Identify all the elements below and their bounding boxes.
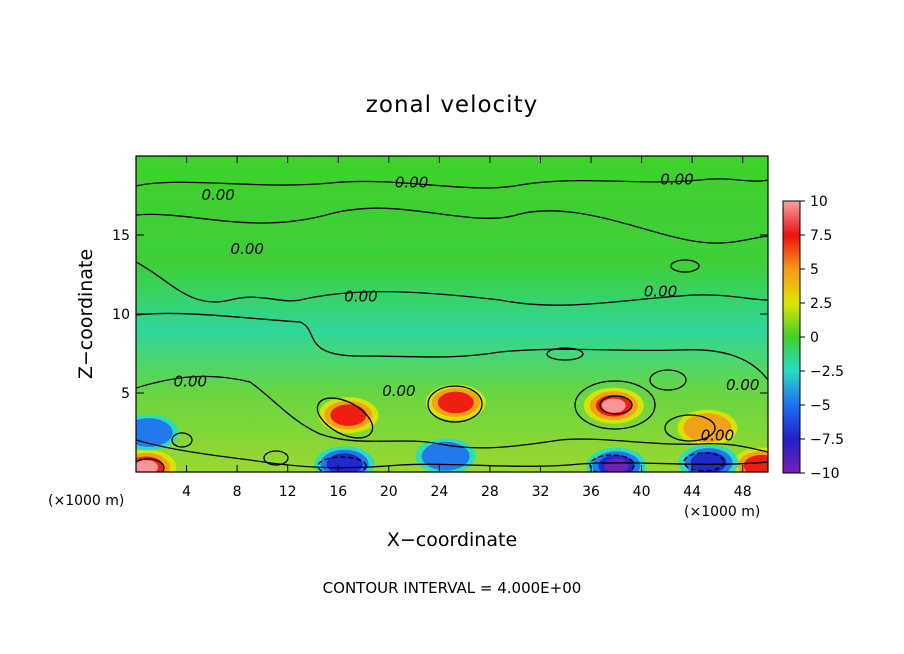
x-tick-label: 32 xyxy=(532,484,550,500)
contour-line xyxy=(136,312,768,381)
contour-label: 0.00 xyxy=(382,382,415,400)
x-tick-label: 20 xyxy=(380,484,398,500)
y-axis: 5 10 15 xyxy=(112,228,768,402)
contour-label: 0.00 xyxy=(344,287,377,305)
contour-label: 0.00 xyxy=(726,376,759,394)
contour-interval-footnote: CONTOUR INTERVAL = 4.000E+00 xyxy=(323,579,582,597)
x-tick-label: 36 xyxy=(582,484,600,500)
field-blob xyxy=(683,413,732,443)
field-blob xyxy=(421,441,470,471)
field-blob xyxy=(136,418,173,447)
field-layer xyxy=(136,384,768,472)
colorbar-gradient xyxy=(782,200,801,474)
x-tick-label: 4 xyxy=(182,484,191,500)
contour-label: 0.00 xyxy=(174,373,207,391)
contour-line xyxy=(664,414,716,442)
contour-line xyxy=(670,259,700,273)
field-blob xyxy=(437,391,474,414)
y-tick-label: 15 xyxy=(112,228,130,244)
colorbar-tick-label: −10 xyxy=(810,466,840,482)
field-blob xyxy=(604,458,629,472)
x-tick-label: 24 xyxy=(430,484,448,500)
field-blob xyxy=(330,404,367,426)
contour-line xyxy=(649,369,687,391)
x-tick-label: 44 xyxy=(683,484,701,500)
contour-lines xyxy=(136,178,768,472)
contour-line xyxy=(171,432,193,448)
x-unit-label-left: (×1000 m) xyxy=(48,493,124,509)
colorbar-tick-label: −2.5 xyxy=(810,364,844,380)
y-tick-label: 5 xyxy=(121,386,130,402)
y-axis-title: Z−coordinate xyxy=(75,249,97,379)
field-blob xyxy=(743,454,768,472)
contour-label: 0.00 xyxy=(660,170,693,188)
colorbar-tick-label: −7.5 xyxy=(810,432,844,448)
contour-line xyxy=(316,397,374,439)
contour-line xyxy=(599,395,633,415)
colorbar: 10 7.5 5 2.5 0 −2.5 −5 −7.5 −10 xyxy=(782,194,844,482)
contour-line xyxy=(574,380,656,430)
colorbar-tick-label: −5 xyxy=(810,398,831,414)
y-tick-label: 10 xyxy=(112,307,130,323)
contour-line xyxy=(263,450,289,466)
contour-line xyxy=(136,207,768,244)
contour-line xyxy=(317,456,367,472)
colorbar-tick-label: 5 xyxy=(810,262,819,278)
plot-area: 0.00 0.00 0.00 0.00 0.00 0.00 0.00 0.00 0.00 0.00 xyxy=(136,156,768,472)
field-blob xyxy=(136,460,159,472)
contour-line xyxy=(136,458,165,472)
contour-line xyxy=(427,385,483,423)
field-blob xyxy=(690,451,727,472)
contour-label: 0.00 xyxy=(644,283,677,301)
x-tick-label: 48 xyxy=(734,484,752,500)
contour-line xyxy=(136,261,768,306)
colorbar-tick-label: 0 xyxy=(810,330,819,346)
contour-labels: 0.00 0.00 0.00 0.00 0.00 0.00 0.00 0.00 0.00 0.00 xyxy=(174,170,760,444)
x-tick-label: 28 xyxy=(481,484,499,500)
contour-line xyxy=(136,439,768,469)
x-axis: 4 8 12 16 20 24 28 32 36 40 44 48 xyxy=(182,156,752,500)
contour-line xyxy=(136,375,768,453)
chart-title: zonal velocity xyxy=(366,92,538,118)
contour-line xyxy=(136,178,768,189)
contour-line xyxy=(683,452,725,472)
x-unit-label-right: (×1000 m) xyxy=(684,504,760,520)
contour-label: 0.00 xyxy=(701,426,734,444)
field-blob xyxy=(601,398,626,413)
contour-line xyxy=(546,347,584,361)
x-axis-title: X−coordinate xyxy=(387,529,517,551)
x-tick-label: 40 xyxy=(633,484,651,500)
contour-label: 0.00 xyxy=(201,186,234,204)
colorbar-ticks: 10 7.5 5 2.5 0 −2.5 −5 −7.5 −10 xyxy=(800,194,844,482)
contour-label: 0.00 xyxy=(395,174,428,192)
contour-line xyxy=(589,454,635,472)
x-tick-label: 16 xyxy=(329,484,347,500)
colorbar-tick-label: 2.5 xyxy=(810,296,832,312)
x-tick-label: 12 xyxy=(279,484,297,500)
contour-label: 0.00 xyxy=(231,240,264,258)
colorbar-tick-label: 10 xyxy=(810,194,828,210)
colorbar-tick-label: 7.5 xyxy=(810,228,832,244)
x-tick-label: 8 xyxy=(233,484,242,500)
